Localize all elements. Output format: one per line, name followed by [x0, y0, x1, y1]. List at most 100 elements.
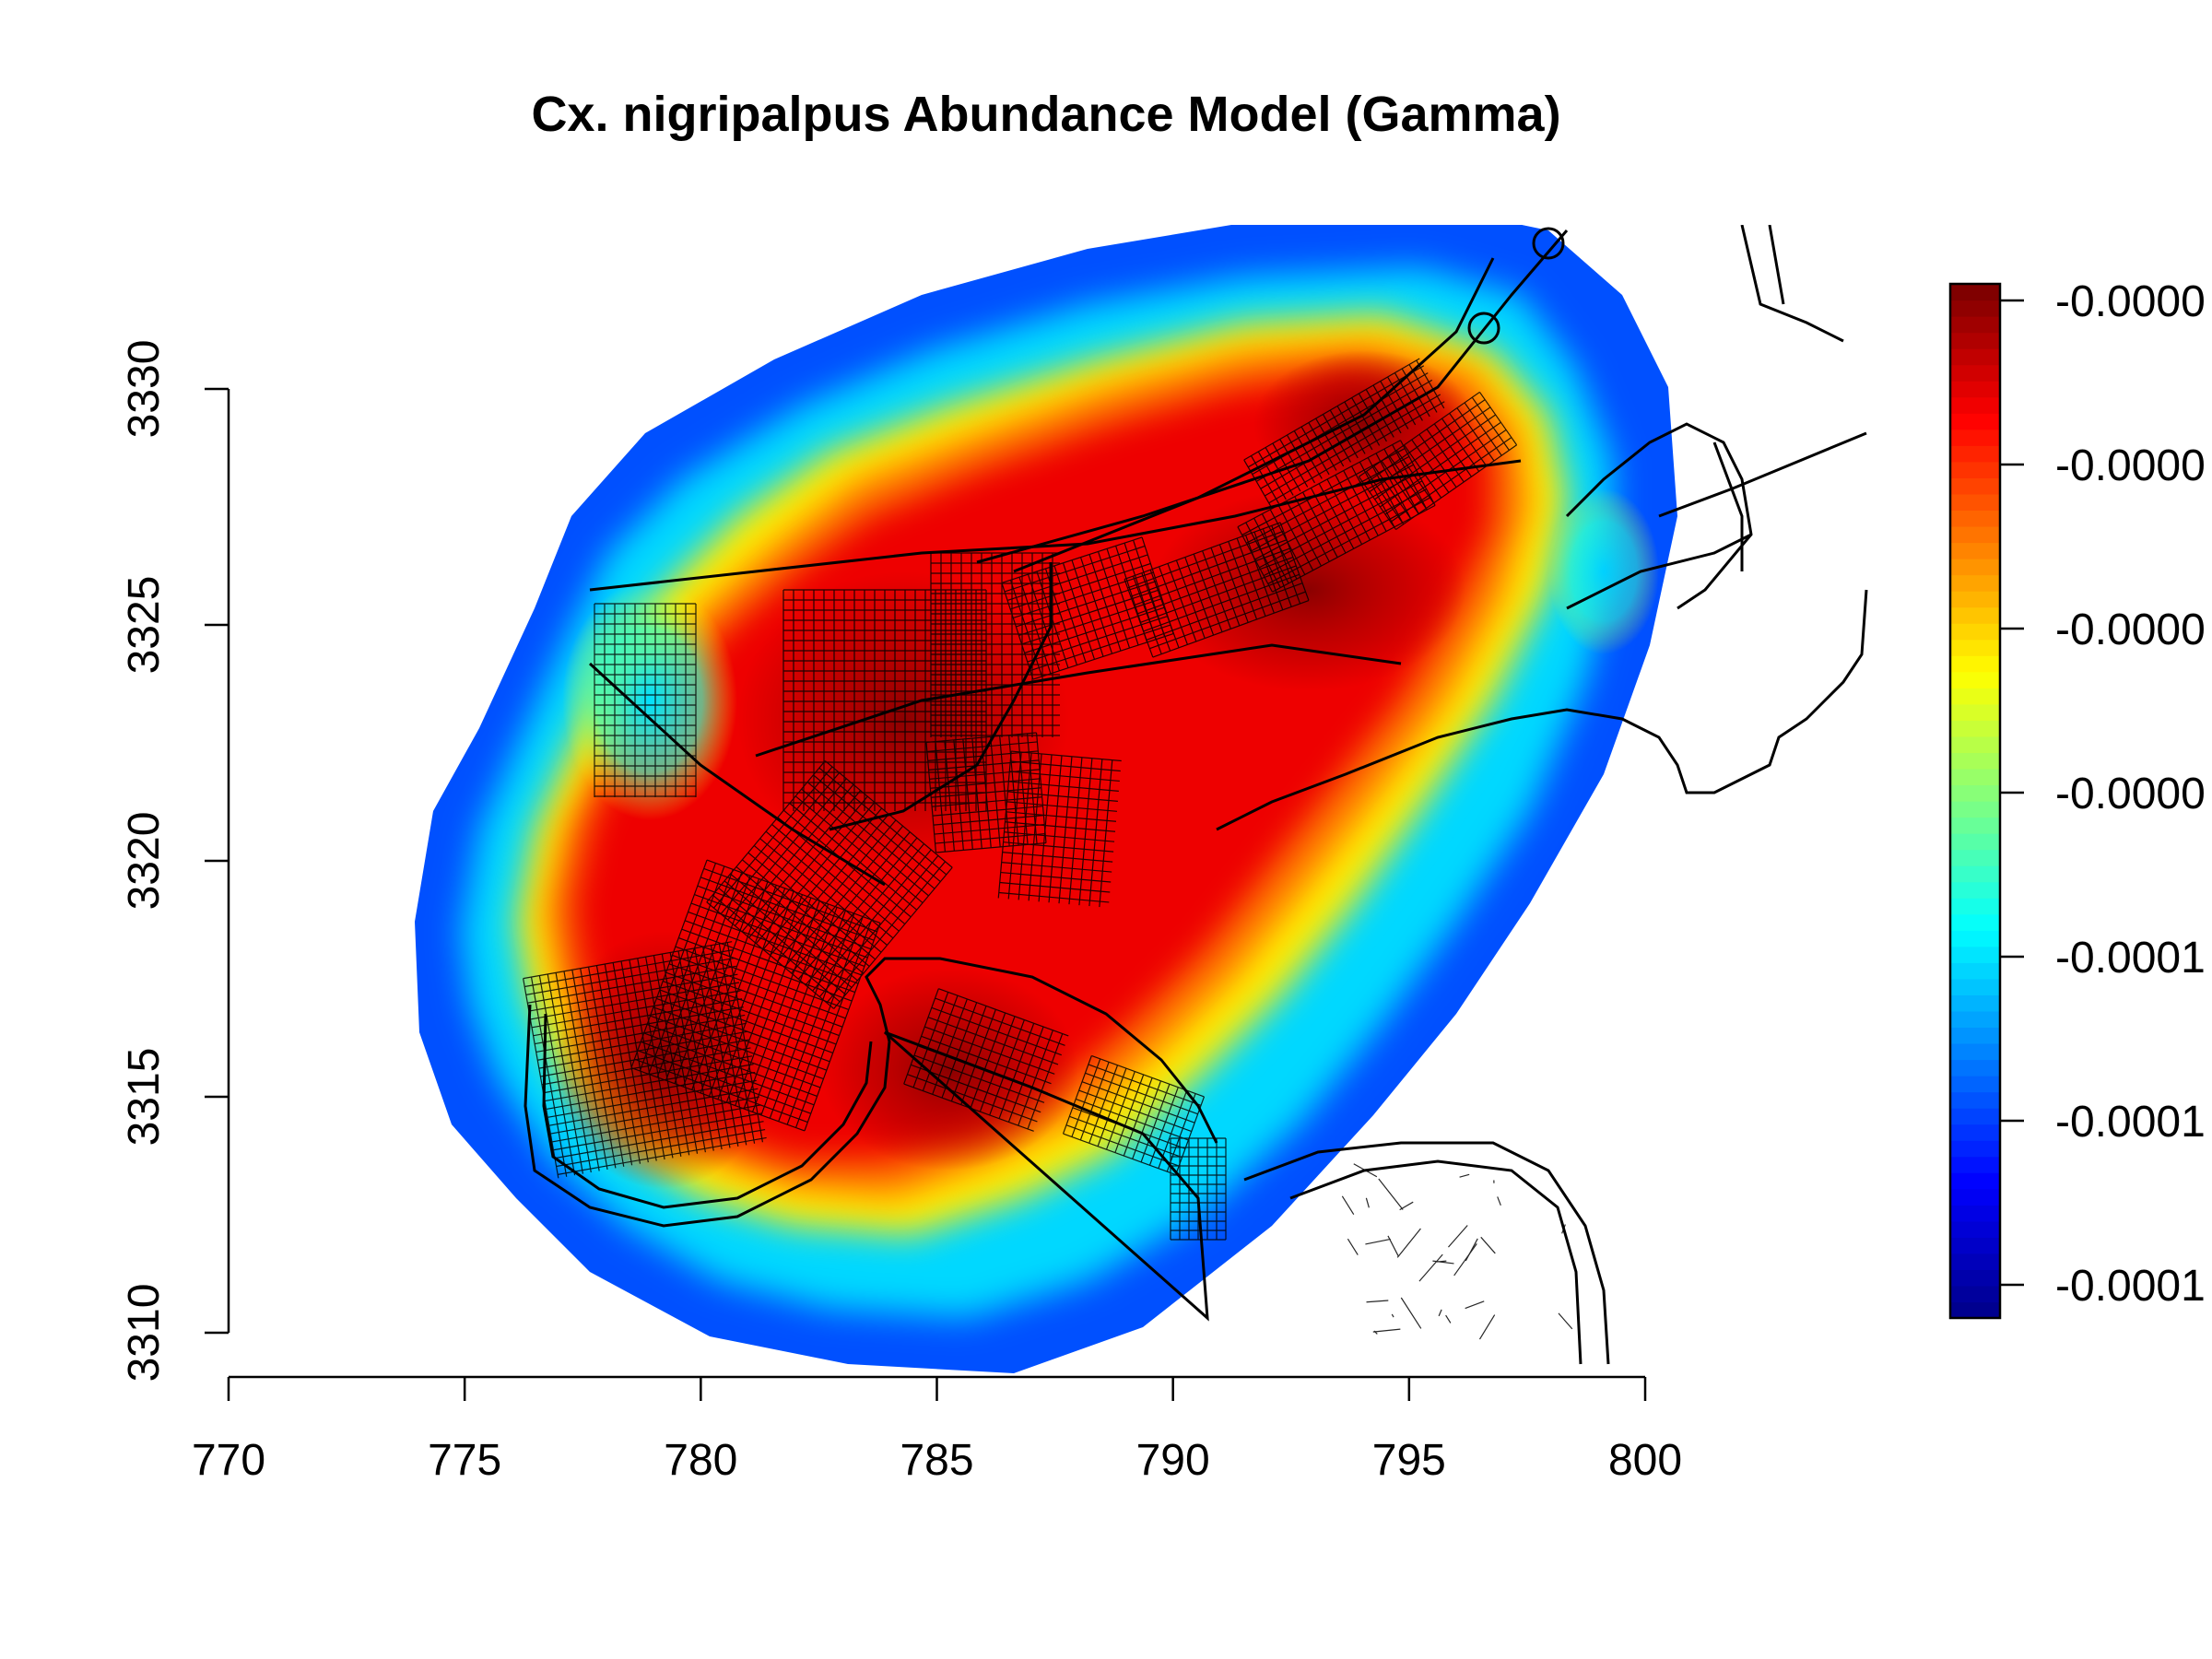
street-block — [523, 941, 767, 1179]
island-road — [1399, 1201, 1414, 1211]
colorbar-step — [1950, 849, 2000, 866]
colorbar-step — [1950, 962, 2000, 980]
island-road — [1558, 1312, 1573, 1330]
island-road — [1378, 1178, 1404, 1210]
colorbar-step — [1950, 381, 2000, 398]
interchange-mid — [1467, 312, 1500, 345]
colorbar-step — [1950, 1091, 2000, 1109]
island-road — [1365, 1197, 1370, 1208]
x-tick-label: 780 — [664, 1436, 737, 1485]
y-tick-label: 3320 — [120, 812, 169, 911]
x-tick-label: 800 — [1608, 1436, 1682, 1485]
colorbar-step — [1950, 1140, 2000, 1158]
southeast-island-outline-inner — [1289, 1159, 1583, 1365]
colorbar-step — [1950, 559, 2000, 576]
colorbar-label: -0.0001 — [2055, 1098, 2206, 1147]
colorbar-step — [1950, 606, 2000, 624]
colorbar-step — [1950, 396, 2000, 414]
island-road — [1372, 1328, 1401, 1333]
colorbar-step — [1950, 1108, 2000, 1125]
colorbar-label: -0.0001 — [2055, 934, 2206, 982]
southbank-triangle — [884, 1030, 1209, 1322]
island-road — [1438, 1309, 1442, 1317]
colorbar-step — [1950, 623, 2000, 641]
colorbar-step — [1950, 671, 2000, 688]
heat-pocket-cyan — [562, 581, 737, 820]
colorbar-step — [1950, 1253, 2000, 1271]
colorbar-step — [1950, 881, 2000, 899]
colorbar-step — [1950, 364, 2000, 382]
island-road — [1391, 1313, 1394, 1318]
major-roads — [588, 229, 1569, 887]
island-road — [1478, 1314, 1496, 1340]
colorbar-label: -0.0000 — [2055, 277, 2206, 326]
colorbar-step — [1950, 1027, 2000, 1044]
river-boundary — [524, 957, 1218, 1228]
colorbar-step — [1950, 978, 2000, 995]
colorbar-step — [1950, 1042, 2000, 1061]
coastline — [524, 225, 1868, 1365]
colorbar-ticks: -0.0000 -0.0000 -0.0000 -0.0000 -0.0001 -0.00… — [2000, 277, 2206, 1311]
colorbar-step — [1950, 348, 2000, 366]
chart-title: Cx. nigripalpus Abundance Model (Gamma) — [531, 87, 1560, 142]
colorbar: -0.0000 -0.0000 -0.0000 -0.0000 -0.0001 -0.00… — [1948, 277, 2206, 1320]
colorbar-step — [1950, 1059, 2000, 1077]
y-tick-label: 3310 — [120, 1284, 169, 1382]
colorbar-step — [1950, 752, 2000, 770]
ne-road-1 — [1740, 225, 1844, 343]
island-road — [1347, 1238, 1359, 1255]
island-road — [1341, 1195, 1355, 1216]
street-grid — [523, 358, 1573, 1340]
island-road — [1436, 1260, 1447, 1263]
colorbar-step — [1950, 768, 2000, 786]
river-boundary-inner — [542, 1013, 873, 1209]
colorbar-step — [1950, 833, 2000, 851]
island-road — [1366, 1300, 1389, 1303]
colorbar-step — [1950, 1220, 2000, 1238]
x-tick-label: 790 — [1136, 1436, 1210, 1485]
colorbar-step — [1950, 817, 2000, 834]
x-axis-ticks: 770 775 780 785 790 795 800 — [192, 1377, 1682, 1485]
colorbar-step — [1950, 1301, 2000, 1319]
colorbar-step — [1950, 913, 2000, 931]
colorbar-step — [1950, 801, 2000, 818]
colorbar-step — [1950, 1010, 2000, 1029]
island-road — [1480, 1236, 1496, 1254]
island-road — [1447, 1225, 1468, 1248]
island-road — [1445, 1314, 1452, 1324]
colorbar-step — [1950, 720, 2000, 737]
colorbar-step — [1950, 735, 2000, 754]
x-tick-label: 795 — [1372, 1436, 1446, 1485]
island-road — [1400, 1297, 1422, 1329]
y-axis-ticks: 3310 3315 3320 3325 3330 — [120, 340, 229, 1382]
colorbar-step — [1950, 316, 2000, 334]
colorbar-step — [1950, 1188, 2000, 1206]
colorbar-step — [1950, 477, 2000, 495]
colorbar-step — [1950, 510, 2000, 527]
island-road — [1365, 1238, 1391, 1245]
x-tick-label: 775 — [428, 1436, 501, 1485]
heat-pocket-east — [1548, 488, 1659, 654]
colorbar-step — [1950, 1205, 2000, 1222]
colorbar-step — [1950, 655, 2000, 673]
colorbar-step — [1950, 525, 2000, 544]
street-block — [1170, 1137, 1227, 1241]
colorbar-step — [1950, 542, 2000, 559]
colorbar-step — [1950, 574, 2000, 592]
colorbar-step — [1950, 332, 2000, 349]
colorbar-label: -0.0000 — [2055, 441, 2206, 490]
y-tick-label: 3330 — [120, 340, 169, 439]
colorbar-step — [1950, 1156, 2000, 1173]
colorbar-step — [1950, 946, 2000, 963]
colorbar-step — [1950, 898, 2000, 915]
ne-road-3 — [1658, 431, 1867, 518]
colorbar-step — [1950, 865, 2000, 883]
colorbar-step — [1950, 784, 2000, 802]
colorbar-step — [1950, 688, 2000, 705]
x-tick-label: 770 — [192, 1436, 265, 1485]
road-network — [523, 225, 1868, 1365]
island-road — [1465, 1300, 1485, 1310]
street-block — [1001, 536, 1174, 680]
island-road — [1396, 1228, 1421, 1258]
island-road — [1459, 1173, 1470, 1178]
